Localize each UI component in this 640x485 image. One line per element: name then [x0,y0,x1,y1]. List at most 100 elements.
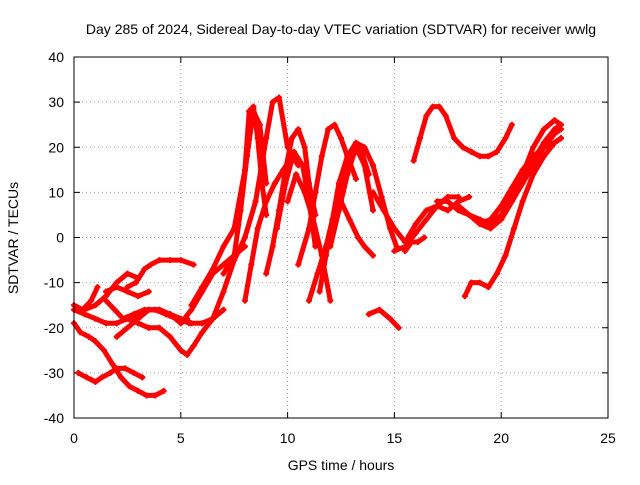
data-point [282,180,289,187]
data-series [71,94,565,399]
data-point [276,94,283,101]
data-point [135,293,142,300]
data-point [252,198,259,205]
data-point [113,320,120,327]
data-point [199,320,206,327]
x-tick-label: 10 [280,430,296,446]
data-point [423,112,430,119]
series-arc-23 [327,144,377,250]
data-point [122,365,129,372]
data-point [459,144,466,151]
data-point [107,369,114,376]
data-point [412,229,419,236]
data-point [124,270,131,277]
data-point [476,220,483,227]
data-point [305,297,312,304]
data-point [502,135,509,142]
series-trace [402,235,427,254]
data-point [346,216,353,223]
data-point [220,288,227,295]
data-point [241,297,248,304]
data-point [508,121,515,128]
data-point [391,248,398,255]
data-point [421,234,428,241]
data-point [380,207,387,214]
data-point [530,162,537,169]
series-trace [366,307,402,331]
x-tick-label: 0 [70,430,78,446]
data-point [103,320,110,327]
data-point [167,333,174,340]
data-point [502,252,509,259]
data-point [466,193,473,200]
data-point [370,189,377,196]
series-arc-29 [468,121,515,160]
data-point [558,121,565,128]
data-point [551,139,558,146]
data-point [325,126,332,133]
data-point [344,153,351,160]
data-point [83,374,90,381]
series-arc-27 [365,306,402,331]
data-point [305,225,312,232]
data-point [423,216,430,223]
data-point [314,270,321,277]
x-tick-label: 25 [600,430,616,446]
data-point [85,333,92,340]
data-point [508,198,515,205]
series-trace [327,144,376,249]
data-point [301,189,308,196]
data-point [160,387,167,394]
data-point [199,284,206,291]
data-point [88,297,95,304]
data-point [269,243,276,250]
data-point [335,207,342,214]
data-point [113,333,120,340]
data-point [167,257,174,264]
series-arc-34 [498,117,565,223]
data-point [186,320,193,327]
series-arc-16 [263,126,319,277]
data-point [295,261,302,268]
y-tick-label: -10 [44,275,64,291]
plot-frame [73,56,609,419]
data-point [269,99,276,106]
data-point [263,180,270,187]
chart-title: Day 285 of 2024, Sidereal Day-to-day VTE… [86,21,596,37]
x-tick-label: 20 [493,430,509,446]
data-point [124,315,131,322]
data-point [156,324,163,331]
data-point [412,220,419,227]
data-point [540,153,547,160]
data-point [145,306,152,313]
data-point [293,171,300,178]
data-point [361,243,368,250]
data-point [241,234,248,241]
data-point [244,153,251,160]
data-point [147,261,154,268]
data-point [466,211,473,218]
data-point [327,243,334,250]
data-point [98,374,105,381]
data-point [338,135,344,142]
data-point [254,225,261,232]
data-point [376,306,383,313]
data-point [126,383,133,390]
ticks: 0 5 10 15 20 25 -40 -30 -20 -10 0 10 20 30 40 [44,49,616,446]
data-point [111,306,118,313]
series-arc-2 [75,365,146,385]
data-point [498,216,505,223]
series-arc-25 [391,193,462,255]
data-point [271,180,278,187]
data-point [94,284,101,291]
data-point [493,148,500,155]
data-point [184,351,191,358]
data-point [92,302,99,309]
data-point [291,148,298,155]
data-point [442,112,449,119]
series-arc-10 [103,284,152,300]
data-point [209,315,216,322]
data-point [451,135,458,142]
